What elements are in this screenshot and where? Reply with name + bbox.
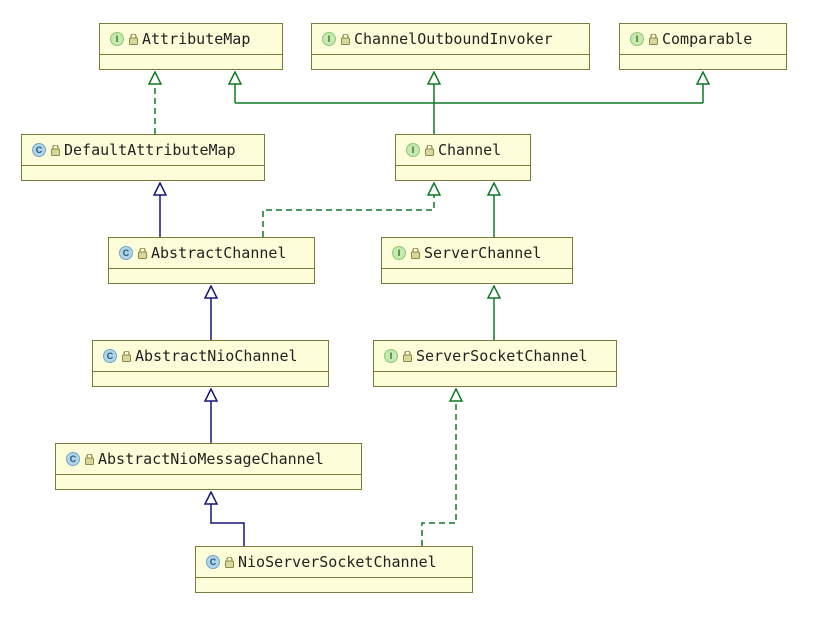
lock-icon xyxy=(648,33,658,45)
lock-icon xyxy=(402,350,412,362)
interface-badge-icon: I xyxy=(630,32,644,46)
connectors-layer: > AttributeMap (implements, dashed green… xyxy=(0,0,825,639)
node-body xyxy=(196,578,472,592)
interface-badge-icon: I xyxy=(384,349,398,363)
node-abstractniochannel: C AbstractNioChannel xyxy=(92,340,329,387)
node-serversocketchannel: I ServerSocketChannel xyxy=(373,340,617,387)
lock-icon xyxy=(424,144,434,156)
node-defaultattributemap: C DefaultAttributeMap xyxy=(21,134,265,181)
node-label: NioServerSocketChannel xyxy=(238,553,437,571)
node-label: Channel xyxy=(438,141,501,159)
node-body xyxy=(396,166,530,180)
class-badge-icon: C xyxy=(32,143,46,157)
interface-badge-icon: I xyxy=(392,246,406,260)
node-body xyxy=(93,372,328,386)
interface-badge-icon: I xyxy=(110,32,124,46)
node-label: AbstractNioChannel xyxy=(135,347,298,365)
node-channeloutboundinvoker: I ChannelOutboundInvoker xyxy=(311,23,590,70)
edge-nioserver-serversocket xyxy=(422,390,456,546)
node-body xyxy=(620,55,786,69)
node-label: ServerChannel xyxy=(424,244,541,262)
node-label: AbstractNioMessageChannel xyxy=(98,450,324,468)
edge-nioserver-abstractniomsg xyxy=(211,493,244,546)
node-label: ChannelOutboundInvoker xyxy=(354,30,553,48)
node-channel: I Channel xyxy=(395,134,531,181)
class-badge-icon: C xyxy=(103,349,117,363)
node-abstractniomessagechannel: C AbstractNioMessageChannel xyxy=(55,443,362,490)
node-body xyxy=(109,269,314,283)
lock-icon xyxy=(128,33,138,45)
node-label: DefaultAttributeMap xyxy=(64,141,236,159)
node-body xyxy=(22,166,264,180)
class-badge-icon: C xyxy=(119,246,133,260)
lock-icon xyxy=(84,453,94,465)
node-body xyxy=(56,475,361,489)
node-abstractchannel: C AbstractChannel xyxy=(108,237,315,284)
interface-badge-icon: I xyxy=(322,32,336,46)
lock-icon xyxy=(340,33,350,45)
lock-icon xyxy=(224,556,234,568)
node-body xyxy=(382,269,572,283)
lock-icon xyxy=(137,247,147,259)
edge-abstractchannel-channel xyxy=(263,184,434,237)
interface-badge-icon: I xyxy=(406,143,420,157)
node-label: AbstractChannel xyxy=(151,244,286,262)
node-serverchannel: I ServerChannel xyxy=(381,237,573,284)
node-attributemap: I AttributeMap xyxy=(99,23,283,70)
class-badge-icon: C xyxy=(206,555,220,569)
lock-icon xyxy=(410,247,420,259)
node-comparable: I Comparable xyxy=(619,23,787,70)
uml-diagram: > AttributeMap (implements, dashed green… xyxy=(0,0,825,639)
node-body xyxy=(374,372,616,386)
node-body xyxy=(100,55,282,69)
node-label: Comparable xyxy=(662,30,752,48)
node-label: ServerSocketChannel xyxy=(416,347,588,365)
lock-icon xyxy=(121,350,131,362)
node-body xyxy=(312,55,589,69)
node-nioserversocketchannel: C NioServerSocketChannel xyxy=(195,546,473,593)
lock-icon xyxy=(50,144,60,156)
node-label: AttributeMap xyxy=(142,30,250,48)
class-badge-icon: C xyxy=(66,452,80,466)
